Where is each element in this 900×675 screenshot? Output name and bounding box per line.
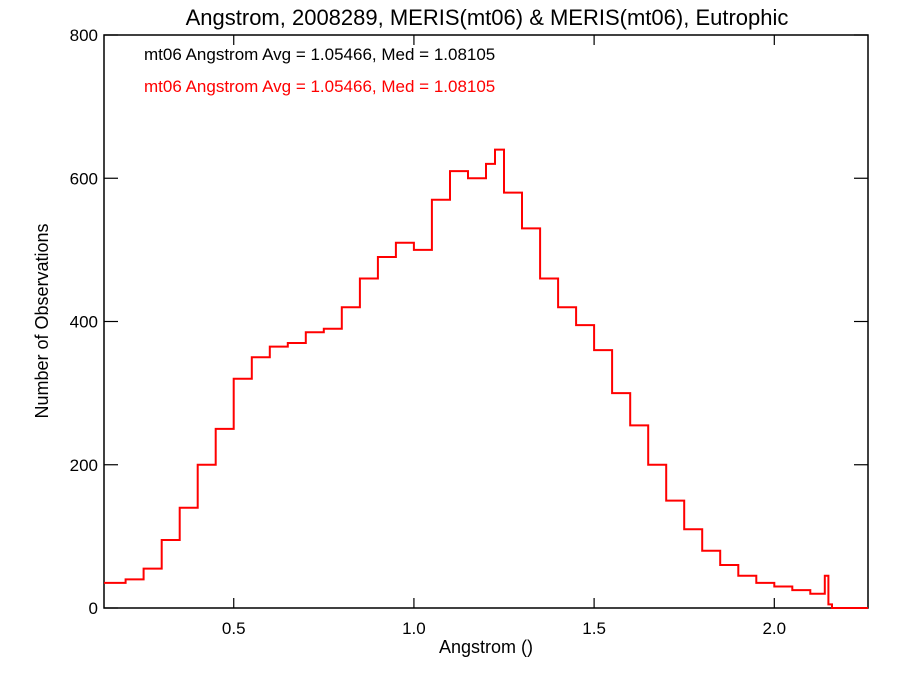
x-tick-label: 1.0 (402, 619, 426, 638)
chart-title: Angstrom, 2008289, MERIS(mt06) & MERIS(m… (186, 5, 789, 30)
plot-frame (103, 34, 869, 609)
annotation-red: mt06 Angstrom Avg = 1.05466, Med = 1.081… (144, 77, 495, 96)
y-tick-label: 0 (89, 599, 98, 618)
x-tick-label: 1.5 (582, 619, 606, 638)
y-tick-label: 600 (70, 169, 98, 188)
plot-area: 0.5 1.0 1.5 2.0 0 200 400 600 800 (70, 26, 869, 638)
series-layer (104, 148, 868, 609)
y-axis: 0 200 400 600 800 (70, 26, 868, 618)
x-tick-label: 2.0 (762, 619, 786, 638)
x-axis: 0.5 1.0 1.5 2.0 (222, 35, 786, 638)
y-tick-label: 200 (70, 456, 98, 475)
y-axis-label: Number of Observations (32, 223, 52, 418)
x-tick-label: 0.5 (222, 619, 246, 638)
x-axis-label: Angstrom () (439, 637, 533, 657)
y-tick-label: 400 (70, 313, 98, 332)
histogram-series (104, 148, 868, 609)
annotation-black: mt06 Angstrom Avg = 1.05466, Med = 1.081… (144, 45, 495, 64)
y-tick-label: 800 (70, 26, 98, 45)
